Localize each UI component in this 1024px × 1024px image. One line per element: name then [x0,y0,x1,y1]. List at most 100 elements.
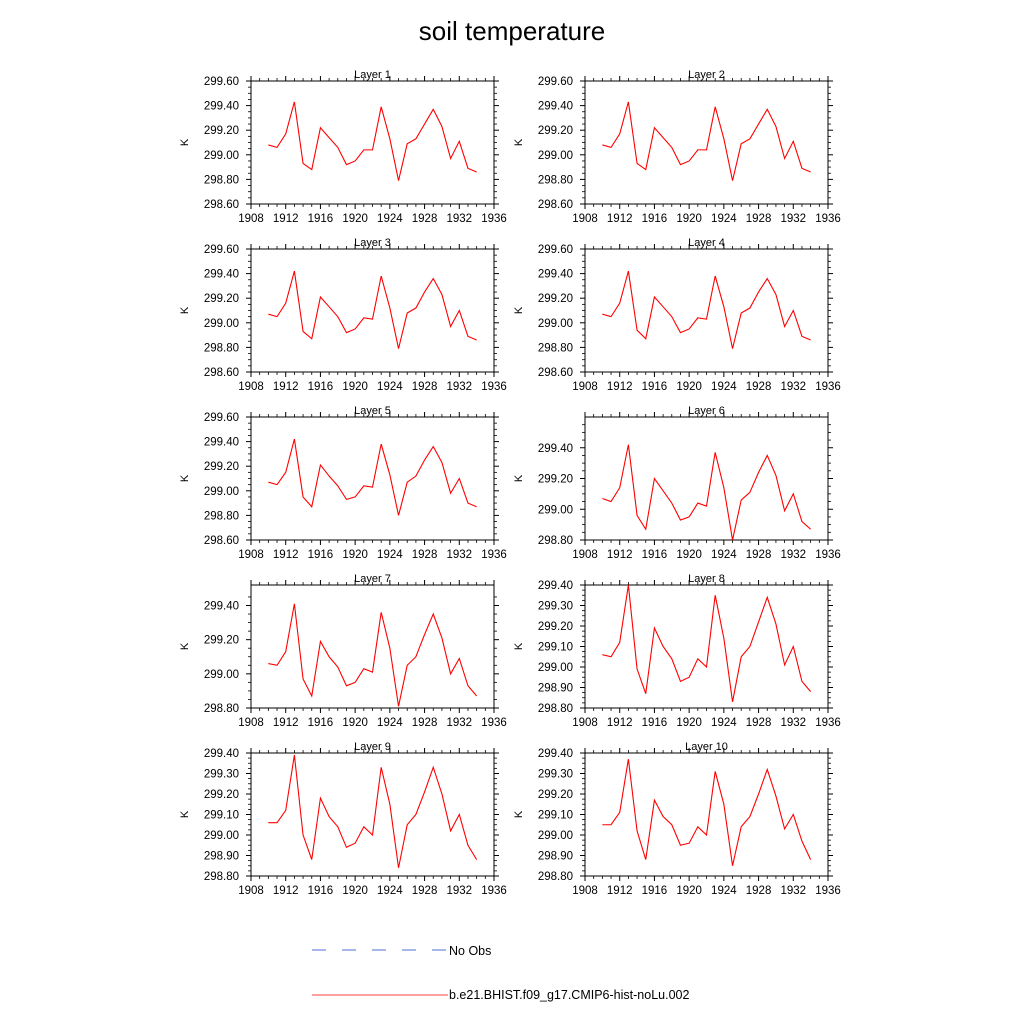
x-tick-label: 1916 [642,213,668,225]
x-tick-label: 1924 [377,549,403,561]
plot-frame [250,584,495,709]
x-tick-label: 1924 [711,885,737,897]
x-tick-label: 1908 [238,381,264,393]
x-tick-label: 1936 [481,213,507,225]
y-tick-label: 298.80 [538,871,573,883]
y-tick-label: 299.00 [204,318,239,330]
x-tick-label: 1924 [377,381,403,393]
x-tick-label: 1928 [412,717,438,729]
x-tick-label: 1936 [815,885,841,897]
x-tick-label: 1916 [308,549,334,561]
x-tick-label: 1912 [273,213,299,225]
y-tick-label: 299.10 [204,810,239,822]
y-tick-label: 298.80 [538,703,573,715]
x-tick-label: 1928 [746,549,772,561]
x-tick-label: 1928 [412,381,438,393]
y-tick-label: 299.00 [538,504,573,516]
y-axis-label: K [513,642,525,650]
x-tick-label: 1932 [446,213,472,225]
x-tick-label: 1920 [676,885,702,897]
panel-layer-4: Layer 4 K 1908 1912 1916 1920 1924 1928 1932 1936… [513,237,841,393]
y-tick-label: 299.00 [538,150,573,162]
x-tick-label: 1912 [607,717,633,729]
y-tick-label: 299.30 [538,601,573,613]
y-tick-label: 298.60 [204,535,239,547]
y-tick-label: 298.60 [204,367,239,379]
x-tick-label: 1932 [780,381,806,393]
y-tick-label: 298.60 [538,367,573,379]
x-tick-label: 1936 [815,717,841,729]
y-tick-label: 299.10 [538,642,573,654]
x-tick-label: 1920 [676,717,702,729]
x-tick-label: 1936 [481,885,507,897]
plot-frame [250,416,495,541]
x-tick-label: 1936 [481,381,507,393]
y-axis-label: K [179,642,191,650]
y-tick-label: 298.80 [204,342,239,354]
y-axis-label: K [179,138,191,146]
y-tick-label: 298.80 [204,703,239,715]
x-tick-label: 1916 [642,381,668,393]
legend-label-model: b.e21.BHIST.f09_g17.CMIP6-hist-noLu.002 [449,988,689,1002]
series-line [268,270,477,349]
y-tick-label: 299.40 [204,748,239,760]
y-tick-label: 299.20 [538,125,573,137]
y-tick-label: 299.60 [204,244,239,256]
y-tick-label: 299.20 [204,789,239,801]
x-tick-label: 1908 [572,717,598,729]
y-tick-label: 298.60 [538,199,573,211]
plot-frame [584,584,829,709]
y-tick-label: 299.00 [204,150,239,162]
y-tick-label: 299.40 [204,269,239,281]
x-tick-label: 1920 [342,213,368,225]
series-line [602,584,812,702]
y-tick-label: 299.40 [538,101,573,113]
panel-title: Layer 5 [354,405,391,417]
panel-title: Layer 4 [688,237,725,249]
x-tick-label: 1936 [815,213,841,225]
y-tick-label: 298.80 [538,535,573,547]
x-tick-label: 1928 [412,885,438,897]
x-tick-label: 1916 [642,717,668,729]
y-tick-label: 299.40 [538,748,573,760]
y-tick-label: 299.00 [538,318,573,330]
chart-title: soil temperature [419,16,605,46]
x-tick-label: 1916 [308,381,334,393]
y-tick-label: 299.40 [204,601,239,613]
y-tick-label: 298.80 [204,871,239,883]
y-tick-label: 299.00 [204,486,239,498]
x-tick-label: 1928 [746,213,772,225]
panel-layer-3: Layer 3 K 1908 1912 1916 1920 1924 1928 1932 1936… [179,237,507,393]
x-tick-label: 1916 [308,885,334,897]
y-tick-label: 299.60 [204,76,239,88]
y-tick-label: 299.30 [538,769,573,781]
x-tick-label: 1932 [446,549,472,561]
x-tick-label: 1920 [342,381,368,393]
y-axis-label: K [513,810,525,818]
y-tick-label: 299.60 [538,76,573,88]
x-tick-label: 1924 [711,381,737,393]
series-line [602,444,812,541]
x-tick-label: 1936 [481,549,507,561]
x-tick-label: 1908 [238,549,264,561]
panel-title: Layer 1 [354,69,391,81]
y-tick-label: 299.40 [538,269,573,281]
x-tick-label: 1924 [711,213,737,225]
y-axis-label: K [513,306,525,314]
x-tick-label: 1932 [780,549,806,561]
legend-label-no-obs: No Obs [449,944,491,958]
y-tick-label: 298.80 [538,174,573,186]
x-tick-label: 1912 [607,549,633,561]
panel-layer-2: Layer 2 K 1908 1912 1916 1920 1924 1928 1932 1936… [513,69,841,225]
y-tick-label: 299.10 [538,810,573,822]
y-tick-label: 298.90 [538,683,573,695]
panel-layer-1: Layer 1 K 1908 1912 1916 1920 1924 1928 1932 1936… [179,69,507,225]
x-tick-label: 1932 [780,885,806,897]
y-tick-label: 299.40 [538,580,573,592]
y-tick-label: 299.30 [204,769,239,781]
panel-title: Layer 9 [354,741,391,753]
y-tick-label: 298.80 [204,174,239,186]
x-tick-label: 1924 [377,717,403,729]
y-tick-label: 298.80 [538,342,573,354]
panel-layer-5: Layer 5 K 1908 1912 1916 1920 1924 1928 1932 1936… [179,405,507,561]
